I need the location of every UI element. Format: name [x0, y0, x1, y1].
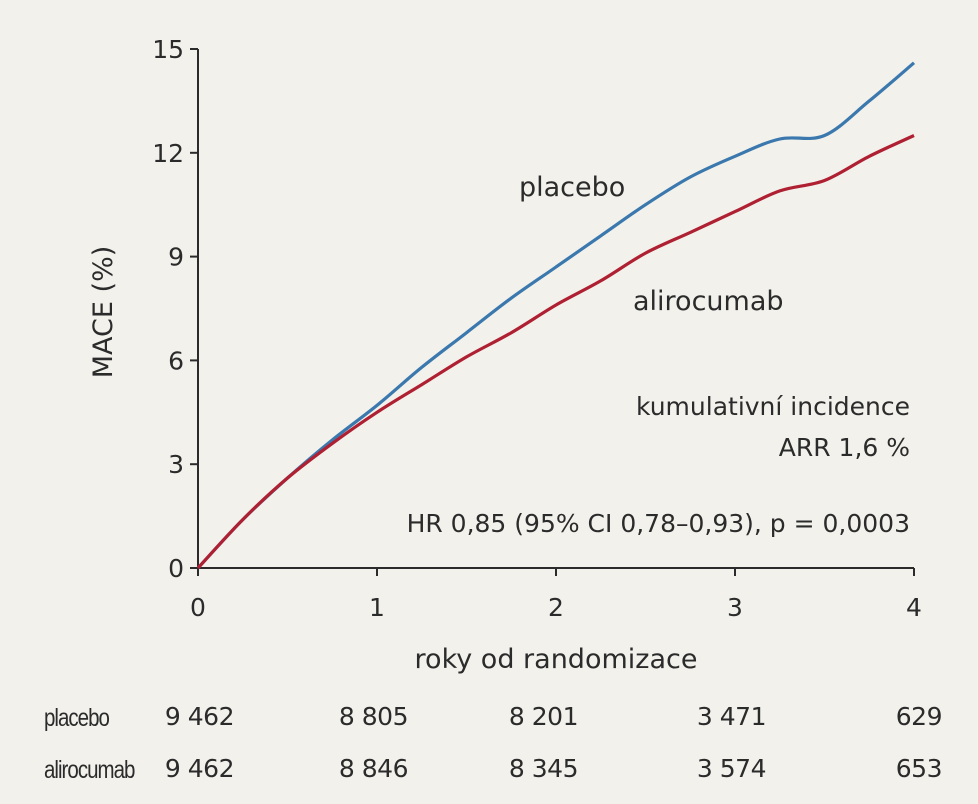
series-line-placebo [198, 63, 914, 568]
y-tick-label: 9 [168, 243, 184, 272]
risk-cell: 9 462 [104, 702, 234, 731]
series-lines [198, 63, 914, 568]
y-tick-label: 6 [168, 346, 184, 375]
risk-cell: 653 [812, 754, 942, 783]
risk-cell: 3 574 [636, 754, 766, 783]
risk-cell: 8 345 [448, 754, 578, 783]
risk-cell: 9 462 [104, 754, 234, 783]
y-tick-label: 0 [168, 554, 184, 583]
risk-cell: 629 [812, 702, 942, 731]
series-label-alirocumab: alirocumab [633, 286, 784, 317]
x-tick-label: 1 [369, 593, 385, 622]
risk-row-label: placebo [44, 704, 109, 733]
annotation-incidence: kumulativní incidence [636, 392, 910, 421]
y-tick-label: 12 [152, 139, 184, 168]
risk-cell: 8 805 [278, 702, 408, 731]
y-tick-label: 15 [152, 35, 184, 64]
risk-cell: 3 471 [636, 702, 766, 731]
x-tick-label: 0 [190, 593, 206, 622]
x-tick-label: 4 [906, 593, 922, 622]
risk-row-placebo: placebo 9 462 8 805 8 201 3 471 629 [0, 700, 978, 752]
x-axis-title: roky od randomizace [415, 644, 698, 675]
x-tick-label: 3 [727, 593, 743, 622]
number-at-risk-table: placebo 9 462 8 805 8 201 3 471 629 alir… [0, 700, 978, 804]
annotation-hr: HR 0,85 (95% CI 0,78–0,93), p = 0,0003 [407, 509, 910, 538]
risk-row-alirocumab: alirocumab 9 462 8 846 8 345 3 574 653 [0, 752, 978, 804]
series-label-placebo: placebo [519, 172, 625, 203]
risk-cell: 8 201 [448, 702, 578, 731]
risk-cell: 8 846 [278, 754, 408, 783]
x-tick-label: 2 [548, 593, 564, 622]
annotation-arr: ARR 1,6 % [779, 433, 910, 462]
y-tick-label: 3 [168, 450, 184, 479]
y-axis-title: MACE (%) [88, 246, 119, 379]
